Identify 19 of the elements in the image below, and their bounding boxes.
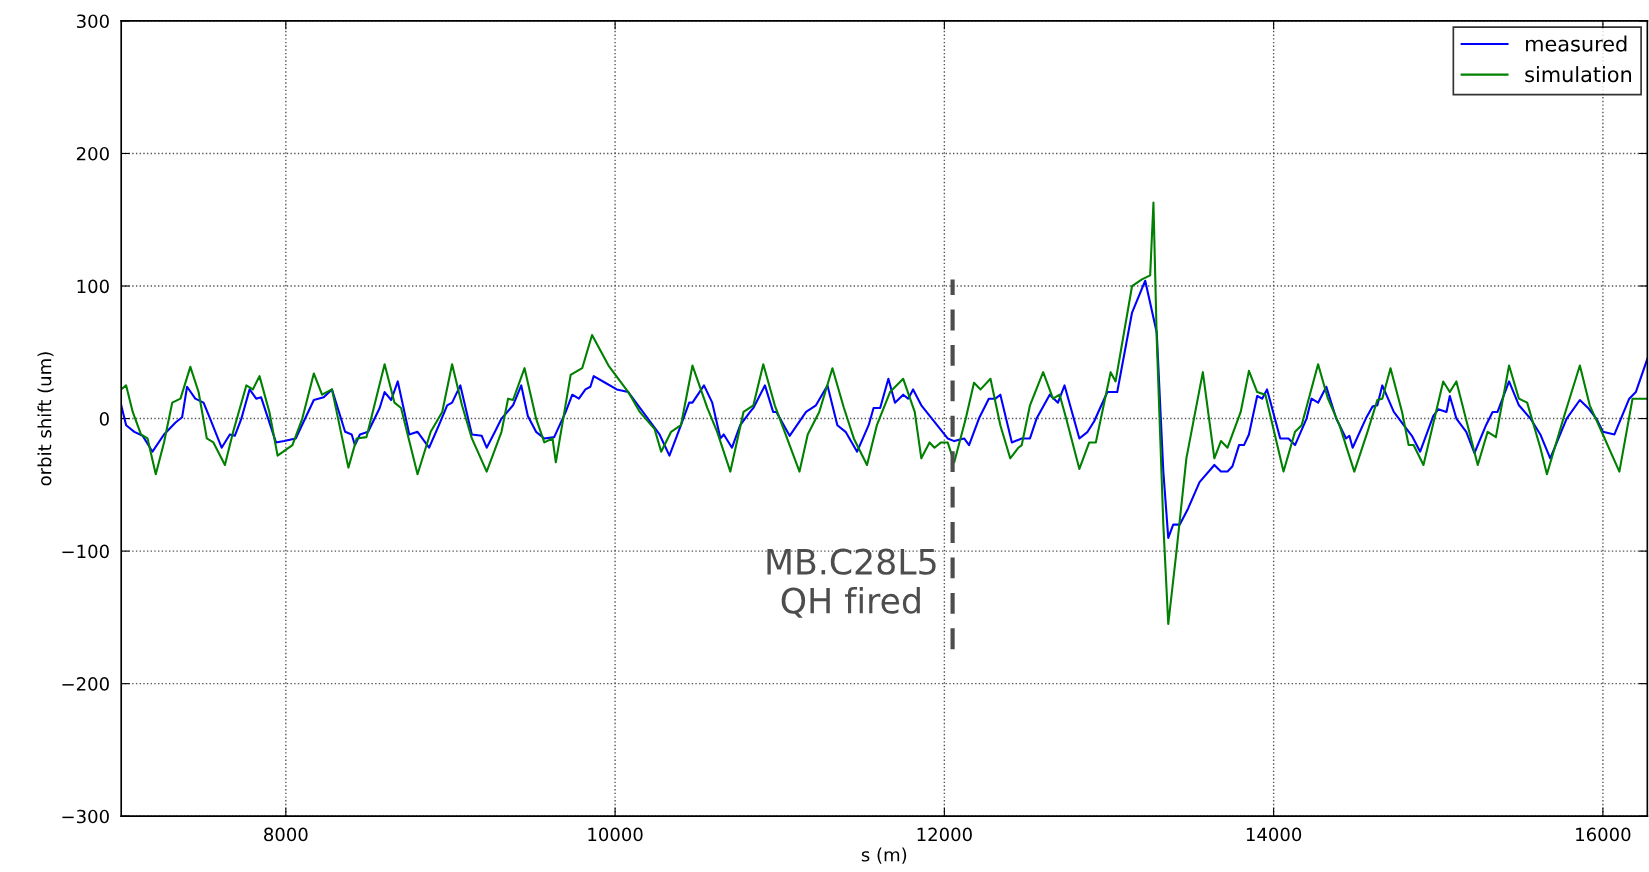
y-axis-title: orbit shift (um) (37, 352, 54, 486)
line-series (121, 279, 1648, 539)
line-series (121, 201, 1648, 626)
y-tick-label: 0 (99, 412, 109, 426)
y-tick-label: −100 (62, 544, 109, 559)
x-tick-label: 8000 (264, 827, 308, 842)
x-tick-label: 12000 (917, 827, 972, 842)
ref-line-label: MB.C28L5 QH fired (767, 548, 936, 618)
y-tick-label: 300 (77, 14, 109, 29)
y-tick-label: 100 (77, 279, 109, 294)
y-tick-label: −200 (62, 677, 109, 691)
y-tick-label: −300 (62, 809, 109, 824)
y-tick-label: 200 (76, 146, 109, 161)
x-tick-label: 16000 (1576, 827, 1631, 842)
x-axis-title: s (m) (861, 847, 907, 864)
legend-label: measured (1526, 35, 1627, 52)
legend-label: simulation (1525, 66, 1631, 83)
x-tick-label: 10000 (588, 827, 643, 842)
x-tick-label: 14000 (1246, 827, 1302, 842)
